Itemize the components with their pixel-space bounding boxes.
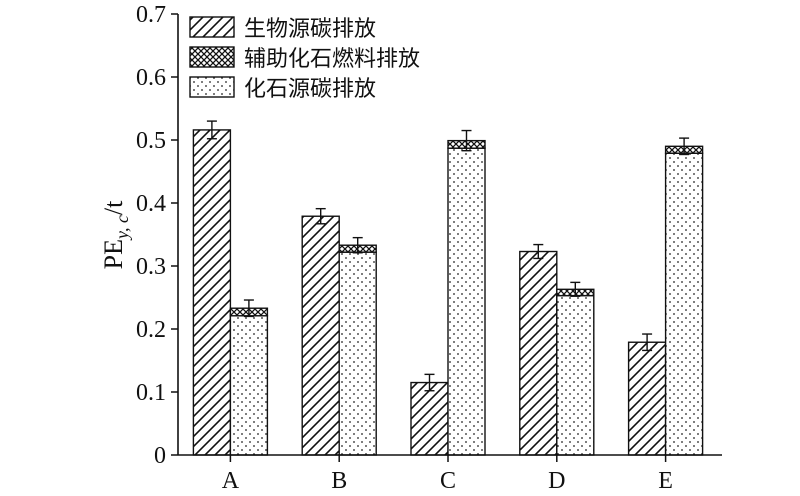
bar-fossil-B [338, 251, 377, 456]
legend-label: 生物源碳排放 [244, 17, 376, 42]
y-ticks: 0 0.1 0.2 0.3 0.4 0.5 0.6 0.7 [136, 2, 178, 469]
legend-label: 化石源碳排放 [244, 77, 376, 102]
bars-layer [192, 129, 704, 456]
x-ticks: A B C D E [222, 455, 673, 494]
legend-swatch-diagonal-hatch [189, 16, 235, 38]
bar-biogenic-C [410, 381, 449, 456]
y-axis-label: PEy, c/t [99, 200, 132, 270]
bar-biogenic-B [301, 215, 340, 456]
y-tick-label: 0 [154, 443, 166, 469]
bar-biogenic-D [519, 250, 558, 456]
y-tick-label: 0.1 [136, 380, 166, 406]
bar-fossil-A [229, 315, 269, 456]
bar-biogenic-E [627, 341, 667, 456]
bar-fossil-E [664, 152, 704, 456]
y-axis-label-main: PE [99, 239, 128, 269]
y-tick-label: 0.7 [136, 2, 166, 28]
x-tick-label: D [548, 468, 565, 494]
y-tick-label: 0.2 [136, 317, 166, 343]
axes [177, 14, 722, 456]
legend-swatch-dots [189, 76, 235, 98]
x-tick-label: E [658, 468, 673, 494]
x-tick-label: C [440, 468, 456, 494]
y-tick-label: 0.4 [136, 191, 166, 217]
y-tick-label: 0.5 [136, 128, 166, 154]
y-axis-label-unit: /t [99, 200, 128, 215]
bar-biogenic-A [192, 129, 232, 456]
legend-swatch-cross-hatch [189, 46, 235, 68]
bar-fossil-C [447, 147, 486, 456]
x-tick-label: A [222, 468, 240, 494]
legend-label: 辅助化石燃料排放 [244, 47, 420, 72]
y-tick-label: 0.6 [136, 65, 166, 91]
x-tick-label: B [331, 468, 347, 494]
y-tick-label: 0.3 [136, 254, 166, 280]
y-axis-label-sub: y, c [112, 215, 132, 241]
error-bars-layer [206, 120, 690, 392]
bar-fossil-D [556, 294, 595, 456]
